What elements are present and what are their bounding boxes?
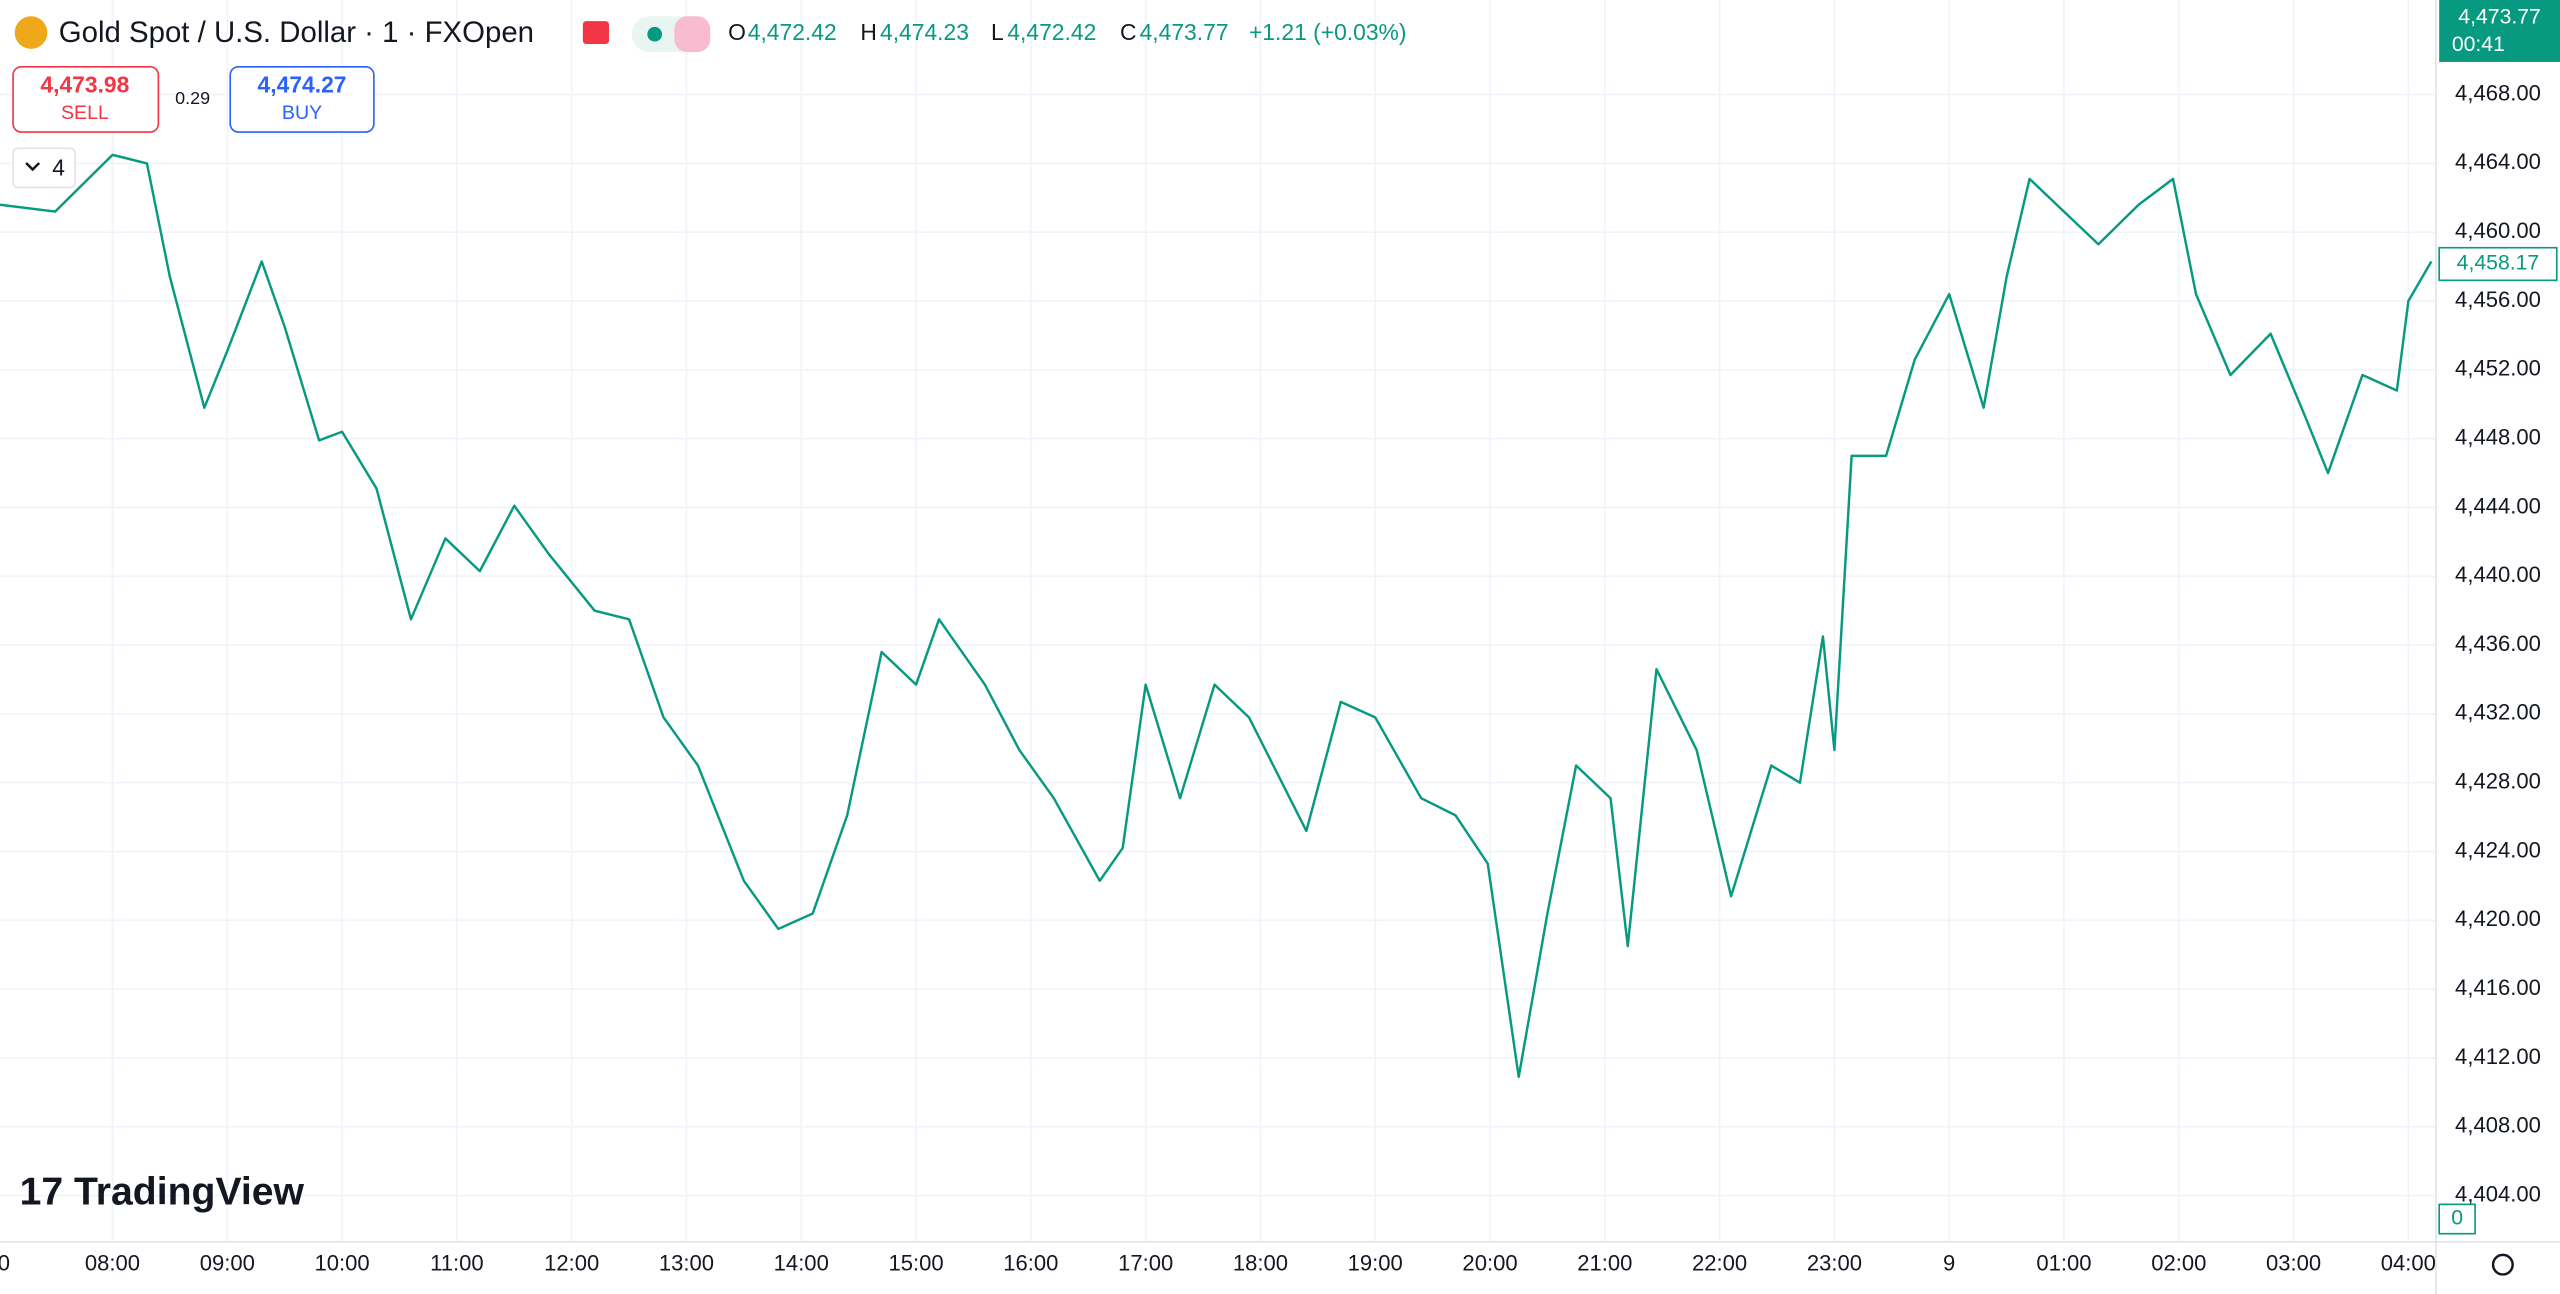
settings-icon[interactable] bbox=[2491, 1253, 2514, 1276]
y-tick-label: 4,440.00 bbox=[2455, 562, 2541, 587]
volume-tag bbox=[2438, 1203, 2476, 1235]
ohlc-value: 4,473.77 bbox=[1140, 19, 1229, 45]
countdown: 00:41 bbox=[2452, 33, 2505, 56]
market-open-dot bbox=[647, 26, 663, 42]
y-tick-label: 4,412.00 bbox=[2455, 1044, 2541, 1069]
x-tick-label: 10:00 bbox=[315, 1250, 370, 1275]
x-tick-label: 20:00 bbox=[1462, 1250, 1517, 1275]
ohlc-label: L bbox=[991, 19, 1004, 45]
x-tick-label: 12:00 bbox=[544, 1250, 599, 1275]
buy-button[interactable] bbox=[229, 66, 375, 133]
y-tick-label: 4,432.00 bbox=[2455, 700, 2541, 725]
y-tick-label: 4,416.00 bbox=[2455, 975, 2541, 1000]
volume-value: 0 bbox=[2451, 1207, 2463, 1230]
x-tick-label: 08:00 bbox=[85, 1250, 140, 1275]
x-tick-label: 19:00 bbox=[1348, 1250, 1403, 1275]
indicators-count: 4 bbox=[52, 155, 65, 181]
grid bbox=[0, 0, 2436, 1242]
x-tick-label: 14:00 bbox=[774, 1250, 829, 1275]
sell-label: SELL bbox=[61, 102, 109, 124]
x-tick-label: 17:00 bbox=[1118, 1250, 1173, 1275]
price-line bbox=[0, 153, 2433, 1079]
x-tick-label: 01:00 bbox=[2036, 1250, 2091, 1275]
y-tick-label: 4,424.00 bbox=[2455, 837, 2541, 862]
spread: 0.29 bbox=[175, 88, 210, 108]
y-tick-label: 4,448.00 bbox=[2455, 424, 2541, 449]
y-tick-label: 4,444.00 bbox=[2455, 493, 2541, 518]
buy-price: 4,474.27 bbox=[258, 71, 347, 97]
x-tick-label: 21:00 bbox=[1577, 1250, 1632, 1275]
y-tick-label: 4,456.00 bbox=[2455, 287, 2541, 312]
y-tick-label: 4,436.00 bbox=[2455, 631, 2541, 656]
symbol-title: Gold Spot / U.S. Dollar · 1 · FXOpen bbox=[59, 16, 534, 49]
change: +1.21 (+0.03%) bbox=[1249, 19, 1407, 45]
x-tick-label: 18:00 bbox=[1233, 1250, 1288, 1275]
x-tick-label: 16:00 bbox=[1003, 1250, 1058, 1275]
marker-price: 4,458.17 bbox=[2457, 252, 2540, 275]
x-tick-label: 13:00 bbox=[659, 1250, 714, 1275]
plot bbox=[0, 153, 2433, 1079]
x-tick-label: 00 bbox=[0, 1250, 10, 1275]
logo[interactable]: 17 TradingView bbox=[20, 1171, 305, 1214]
ohlc-label: C bbox=[1120, 19, 1137, 45]
x-tick-label: 02:00 bbox=[2151, 1250, 2206, 1275]
y-tick-label: 4,464.00 bbox=[2455, 149, 2541, 174]
x-tick-label: 09:00 bbox=[200, 1250, 255, 1275]
delay-icon bbox=[674, 16, 711, 53]
x-tick-label: 22:00 bbox=[1692, 1250, 1747, 1275]
sell-price: 4,473.98 bbox=[40, 71, 129, 97]
ohlc-value: 4,474.23 bbox=[880, 19, 969, 45]
x-tick-label: 11:00 bbox=[430, 1250, 484, 1275]
last-price: 4,473.77 bbox=[2458, 6, 2541, 29]
y-tick-label: 4,404.00 bbox=[2455, 1181, 2541, 1206]
sell-button[interactable] bbox=[12, 66, 160, 133]
ohlc-label: O bbox=[728, 19, 746, 45]
y-tick-label: 4,408.00 bbox=[2455, 1113, 2541, 1138]
y-tick-label: 4,420.00 bbox=[2455, 906, 2541, 931]
y-tick-label: 4,460.00 bbox=[2455, 218, 2541, 243]
x-tick-label: 03:00 bbox=[2266, 1250, 2321, 1275]
marker-price-tag bbox=[2438, 246, 2558, 282]
y-tick-label: 4,452.00 bbox=[2455, 356, 2541, 381]
y-tick-label: 4,468.00 bbox=[2455, 80, 2541, 105]
symbol-icon bbox=[14, 16, 48, 49]
y-tick-label: 4,428.00 bbox=[2455, 769, 2541, 794]
flag-icon[interactable] bbox=[582, 21, 609, 45]
x-tick-label: 9 bbox=[1943, 1250, 1955, 1275]
ohlc-label: H bbox=[860, 19, 877, 45]
indicators-toggle[interactable] bbox=[12, 147, 76, 189]
last-price-tag bbox=[2439, 0, 2560, 62]
x-tick-label: 04:00 bbox=[2381, 1250, 2436, 1275]
x-tick-label: 23:00 bbox=[1807, 1250, 1862, 1275]
logo-text: TradingView bbox=[74, 1171, 305, 1214]
ticks: 4,404.00 4,408.00 4,412.00 4,416.00 4,420.00… bbox=[0, 80, 2541, 1275]
ohlc-value: 4,472.42 bbox=[748, 19, 837, 45]
ohlc-value: 4,472.42 bbox=[1007, 19, 1096, 45]
buy-label: BUY bbox=[282, 102, 322, 124]
chevron-icon bbox=[25, 162, 41, 172]
x-tick-label: 15:00 bbox=[888, 1250, 943, 1275]
